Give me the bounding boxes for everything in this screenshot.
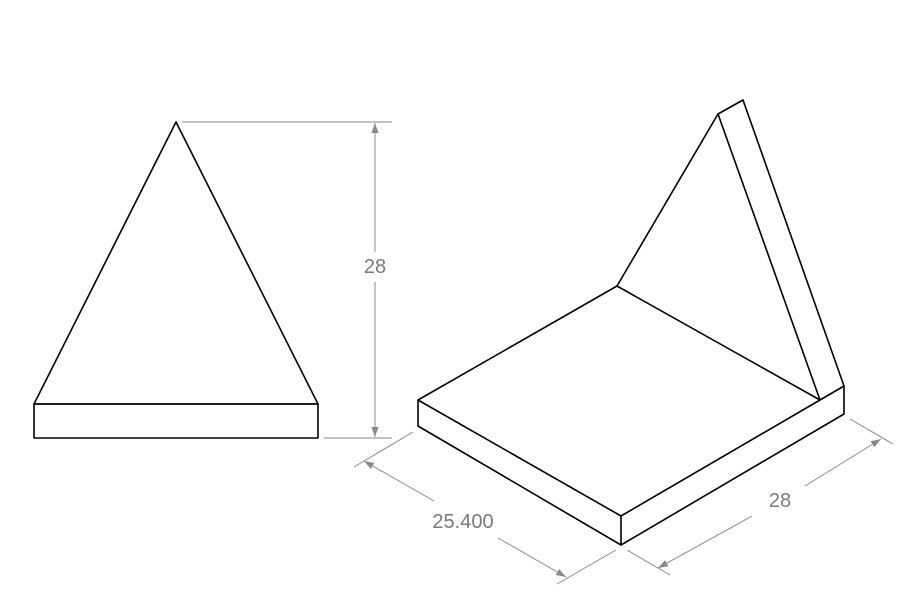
iso-base-left-face xyxy=(417,400,622,546)
depth-dimension: 28 xyxy=(626,418,894,576)
height-dimension-label: 28 xyxy=(364,256,386,278)
depth-dimension-line-lower xyxy=(657,515,753,569)
iso-base-top-face xyxy=(417,285,821,517)
depth-dimension-line-upper xyxy=(804,438,882,487)
iso-fin-thickness xyxy=(717,99,845,387)
width-extension-line-right xyxy=(556,549,617,585)
height-dimension: 28 xyxy=(182,121,392,439)
isometric-view xyxy=(417,99,845,546)
width-dimension: 25.400 xyxy=(353,431,617,585)
width-dimension-line-lower xyxy=(497,537,567,578)
front-view xyxy=(33,121,319,439)
front-view-base xyxy=(33,403,319,439)
depth-extension-line-right xyxy=(849,418,894,445)
depth-dimension-label: 28 xyxy=(769,490,791,512)
front-view-triangle xyxy=(33,121,319,405)
width-extension-line-left xyxy=(353,431,414,468)
depth-extension-line-left xyxy=(626,549,671,576)
iso-fin-face xyxy=(616,113,821,401)
width-dimension-line-upper xyxy=(363,460,435,502)
iso-base-right-face xyxy=(620,385,845,546)
width-dimension-label: 25.400 xyxy=(432,511,493,533)
